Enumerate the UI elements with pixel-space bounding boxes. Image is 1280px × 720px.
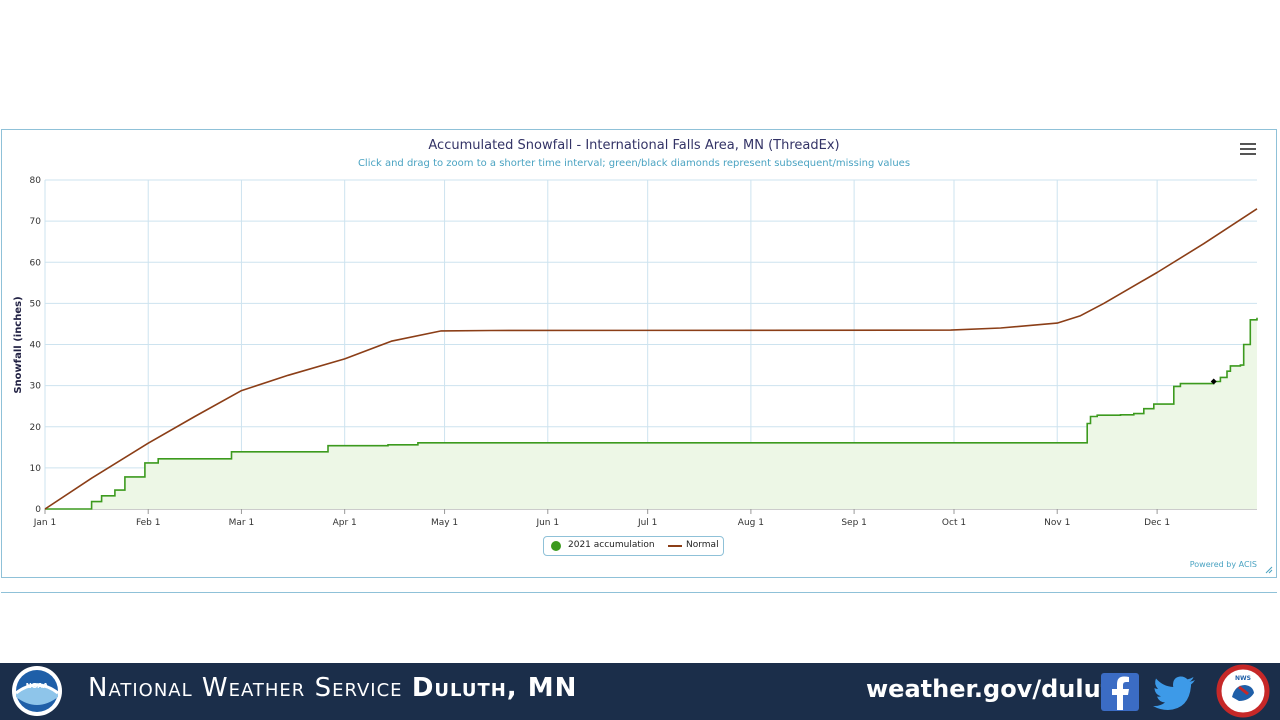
accumulation-area bbox=[45, 317, 1257, 509]
divider bbox=[1, 592, 1277, 593]
footer-title: National Weather Service Duluth, MN bbox=[88, 673, 577, 703]
y-tick-label: 80 bbox=[30, 176, 42, 186]
x-tick-label: Apr 1 bbox=[333, 518, 357, 528]
y-tick-label: 30 bbox=[30, 382, 42, 392]
y-axis-label: Snowfall (inches) bbox=[13, 296, 24, 393]
x-tick-label: Nov 1 bbox=[1044, 518, 1070, 528]
website-link[interactable]: weather.gov/duluth bbox=[866, 675, 1130, 703]
x-tick-label: Mar 1 bbox=[229, 518, 255, 528]
x-tick-label: Feb 1 bbox=[136, 518, 161, 528]
noaa-logo-text: NOAA bbox=[26, 682, 49, 690]
y-tick-label: 60 bbox=[30, 258, 42, 268]
y-tick-label: 50 bbox=[30, 299, 42, 309]
accumulation-line bbox=[45, 317, 1258, 510]
x-tick-label: Jul 1 bbox=[637, 518, 657, 528]
legend-item-accumulation[interactable]: 2021 accumulation bbox=[568, 540, 655, 550]
legend-symbol-accumulation bbox=[551, 541, 561, 551]
y-tick-label: 20 bbox=[30, 423, 42, 433]
credits-link[interactable]: Powered by ACIS bbox=[1190, 560, 1257, 569]
nws-logo-text: NWS bbox=[1235, 675, 1251, 682]
x-tick-label: Aug 1 bbox=[738, 518, 764, 528]
y-tick-label: 70 bbox=[30, 217, 42, 227]
axis-labels: 0 10 20 30 40 50 60 70 80 Jan 1 Feb 1 Mar 1 Apr 1 May… bbox=[30, 176, 1171, 528]
nws-logo-icon: NWS bbox=[1216, 664, 1270, 718]
y-tick-label: 40 bbox=[30, 341, 42, 351]
x-tick-label: Jan 1 bbox=[33, 518, 56, 528]
org-prefix: National Weather Service bbox=[88, 673, 403, 703]
y-tick-label: 0 bbox=[35, 505, 41, 515]
facebook-icon[interactable] bbox=[1101, 673, 1139, 711]
series-layer bbox=[44, 208, 1258, 510]
x-tick-label: Oct 1 bbox=[942, 518, 966, 528]
chart-menu-icon[interactable] bbox=[1240, 143, 1256, 157]
legend-item-normal[interactable]: Normal bbox=[686, 540, 719, 550]
org-office: Duluth, MN bbox=[411, 673, 578, 703]
noaa-logo-icon: NOAA bbox=[12, 666, 62, 716]
snowfall-chart[interactable]: Accumulated Snowfall - International Fal… bbox=[0, 0, 1280, 663]
chart-subtitle: Click and drag to zoom to a shorter time… bbox=[358, 158, 910, 169]
chart-legend: 2021 accumulation Normal bbox=[543, 536, 724, 556]
x-tick-label: Jun 1 bbox=[535, 518, 559, 528]
x-tick-label: May 1 bbox=[431, 518, 458, 528]
missing-value-marker bbox=[1210, 378, 1217, 385]
footer-banner: NOAA National Weather Service Duluth, MN… bbox=[0, 663, 1280, 720]
twitter-icon[interactable] bbox=[1153, 673, 1197, 711]
chart-title: Accumulated Snowfall - International Fal… bbox=[428, 138, 839, 153]
resize-handle-icon[interactable] bbox=[1265, 566, 1273, 574]
normal-line bbox=[44, 208, 1258, 510]
x-tick-label: Dec 1 bbox=[1144, 518, 1170, 528]
y-tick-label: 10 bbox=[30, 464, 42, 474]
x-tick-label: Sep 1 bbox=[841, 518, 867, 528]
